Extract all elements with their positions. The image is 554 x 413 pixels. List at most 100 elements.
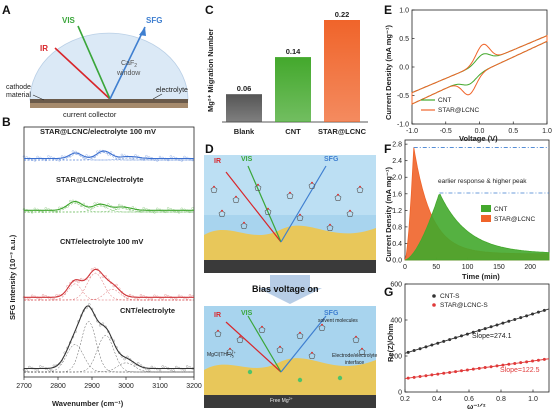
panel-c-bar-0: [226, 94, 262, 122]
top-solvent-molecules: [210, 181, 364, 231]
current-collector-bar: [30, 103, 188, 108]
panel-b-series-label-0: STAR@LCNC/electrolyte 100 mV: [40, 127, 156, 136]
panel-b-point-3-118: [183, 368, 186, 372]
free-mg-label: Free Mg2+: [270, 397, 293, 404]
panel-g-point-1-23: [542, 357, 546, 361]
legend-cnt-label: CNT: [438, 97, 451, 104]
panel-b-point-2-76: [126, 296, 129, 300]
panel-f-ytick-label-1: 0.4: [392, 241, 402, 248]
panel-b-series-line-0: [24, 150, 194, 160]
panel-b-point-0-116: [180, 159, 183, 162]
bottom-ir-label: IR: [214, 312, 221, 319]
top-vis-beam: [247, 165, 282, 243]
bottom-molecule-8: [308, 352, 316, 359]
panel-g-point-1-16: [501, 363, 505, 367]
panel-b-point-2-42: [79, 277, 83, 281]
panel-b-xtick-label-5: 3200: [186, 383, 202, 390]
panel-b-point-2-24: [55, 294, 58, 297]
panel-b-point-1-116: [180, 207, 183, 211]
legend-star-label: STAR@LCNC: [438, 107, 479, 114]
panel-b-point-2-84: [137, 297, 140, 300]
panel-b-point-2-94: [150, 298, 154, 301]
panel-b-point-3-20: [50, 368, 53, 372]
panel-b-point-0-80: [131, 157, 134, 160]
legend-g-star-marker: [432, 303, 436, 307]
panel-g-point-0-4: [430, 343, 434, 347]
mg-species-label: MgCl(THF)5+: [207, 351, 236, 359]
panel-b-point-2-120: [186, 297, 189, 300]
free-mg-ion-0: [247, 369, 253, 375]
panel-b-point-0-98: [156, 159, 159, 162]
panel-b-point-2-68: [115, 283, 118, 287]
bottom-molecule-oxygen-8: [311, 351, 313, 354]
panel-g-point-1-3: [424, 374, 428, 378]
panel-g-xlabel: ω⁻¹ᐟ²: [467, 402, 486, 411]
panel-b-point-0-18: [47, 155, 50, 158]
top-molecule-10: [346, 210, 354, 217]
panel-b-point-2-22: [52, 297, 56, 301]
panel-b-series-label-3: CNT/electrolyte: [120, 306, 175, 315]
top-molecule-3: [286, 192, 294, 199]
panel-b-point-1-106: [166, 207, 170, 210]
bias-arrow: [258, 275, 322, 304]
panel-f-areas: [404, 147, 550, 261]
collector-label: current collector: [63, 110, 117, 119]
panel-f-xtick-label-4: 200: [524, 264, 536, 271]
top-molecule-7: [218, 210, 226, 217]
panel-b-point-1-50: [90, 206, 94, 210]
panel-g-point-0-6: [442, 339, 446, 343]
bottom-molecule-oxygen-6: [229, 347, 231, 350]
panel-b-fit-1-2: [24, 208, 194, 213]
panel-f-xtick-label-1: 50: [432, 264, 440, 271]
panel-f-ticks: 0 50 100 150 200 0.0 0.4 0.8 1.2 1.6 2.0 2.4 2.8: [392, 142, 536, 271]
panel-g-point-0-10: [465, 332, 469, 336]
panel-e-ytick-label-1: -0.5: [397, 93, 409, 100]
panel-b-point-0-100: [158, 155, 162, 159]
panel-g-xtick-label-2: 0.6: [464, 396, 474, 403]
panel-g-point-0-22: [536, 310, 540, 314]
panel-g-point-0-18: [513, 317, 517, 321]
top-molecule-9: [296, 214, 304, 221]
panel-b-point-3-84: [137, 362, 140, 365]
panel-d-letter: D: [205, 142, 214, 156]
panel-a-letter: A: [2, 3, 11, 17]
panel-e-xtick-label-4: 1.0: [542, 128, 552, 135]
panel-g-point-1-9: [459, 369, 463, 373]
panel-b-point-2-78: [128, 293, 132, 297]
bias-label: Bias voltage on: [252, 284, 319, 294]
panel-b-point-3-94: [150, 365, 154, 369]
panel-b-fit-2-2: [24, 288, 194, 301]
panel-g-point-0-9: [459, 334, 463, 338]
panel-g-point-0-5: [436, 341, 440, 345]
legend-f-cnt-swatch: [481, 205, 491, 212]
bottom-molecule-7: [276, 346, 284, 353]
panel-e-xtick-label-1: -0.5: [440, 128, 452, 135]
bottom-vis-beam: [247, 315, 282, 373]
panel-b-point-1-24: [55, 210, 58, 214]
panel-b-point-0-72: [120, 153, 124, 157]
bottom-ir-beam: [225, 321, 282, 373]
panel-b-point-1-8: [33, 207, 37, 211]
panel-f-xtick-label-0: 0: [403, 264, 407, 271]
panel-e-ytick-label-2: 0.0: [399, 65, 409, 72]
bottom-molecule-1: [236, 336, 244, 343]
panel-g-point-0-15: [495, 323, 499, 327]
panel-b-point-2-112: [175, 298, 178, 301]
panel-b-point-2-122: [188, 294, 192, 297]
panel-f-ytick-label-5: 2.0: [392, 175, 402, 182]
panel-g-point-1-19: [519, 361, 523, 365]
panel-b-point-0-10: [36, 155, 39, 159]
bottom-solvent-molecules: [214, 323, 366, 383]
top-molecule-oxygen-1: [235, 195, 237, 198]
bottom-molecule-4: [318, 324, 326, 331]
panel-b-point-3-100: [158, 368, 162, 372]
panel-g-point-0-14: [489, 325, 493, 329]
panel-c-value-label-0: 0.06: [237, 84, 252, 93]
bottom-molecule-oxygen-5: [355, 335, 357, 338]
top-molecule-8: [264, 208, 272, 215]
top-current-collector: [204, 260, 376, 273]
panel-b-point-2-102: [161, 297, 164, 300]
panel-g-point-1-11: [471, 367, 475, 371]
panel-b-point-0-62: [107, 153, 110, 156]
top-molecule-oxygen-10: [349, 209, 351, 212]
